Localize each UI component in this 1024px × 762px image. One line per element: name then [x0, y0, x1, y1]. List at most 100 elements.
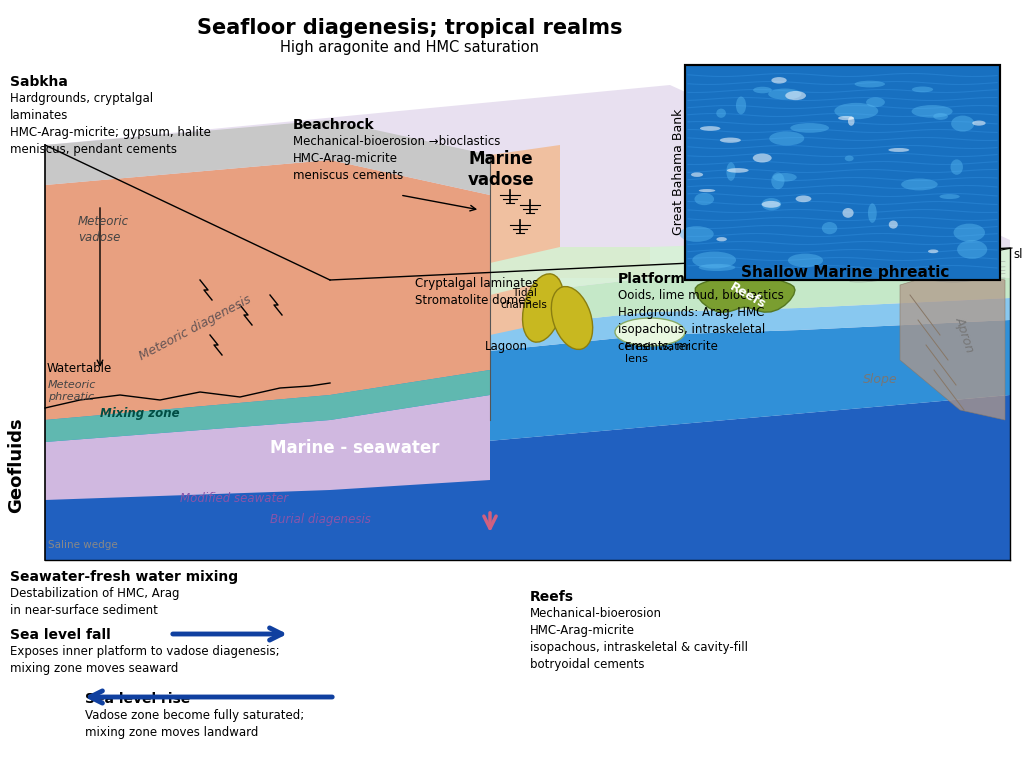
- Text: Reefs: Reefs: [530, 590, 574, 604]
- Ellipse shape: [522, 274, 563, 342]
- Ellipse shape: [796, 196, 811, 202]
- Text: Sea level rise: Sea level rise: [85, 692, 190, 706]
- Ellipse shape: [972, 120, 986, 126]
- Polygon shape: [45, 320, 1010, 480]
- Polygon shape: [45, 120, 490, 195]
- Text: Seawater-fresh water mixing: Seawater-fresh water mixing: [10, 570, 239, 584]
- Ellipse shape: [933, 113, 948, 120]
- Ellipse shape: [680, 226, 714, 242]
- Polygon shape: [45, 395, 490, 500]
- Ellipse shape: [911, 105, 952, 117]
- Polygon shape: [695, 257, 795, 312]
- Text: Exposes inner platform to vadose diagenesis;
mixing zone moves seaward: Exposes inner platform to vadose diagene…: [10, 645, 280, 675]
- Polygon shape: [330, 272, 1010, 342]
- Ellipse shape: [717, 237, 727, 242]
- Ellipse shape: [912, 87, 933, 92]
- Ellipse shape: [791, 123, 829, 133]
- Text: Cryptalgal laminates
Stromatolite domes: Cryptalgal laminates Stromatolite domes: [415, 277, 539, 307]
- Ellipse shape: [692, 251, 736, 268]
- Ellipse shape: [736, 97, 746, 114]
- Text: Shallow Marine phreatic: Shallow Marine phreatic: [740, 265, 949, 280]
- Text: High aragonite and HMC saturation: High aragonite and HMC saturation: [281, 40, 540, 55]
- Ellipse shape: [769, 131, 804, 146]
- Text: Apron: Apron: [953, 315, 977, 354]
- Text: Marine - seawater: Marine - seawater: [270, 439, 439, 457]
- Text: Meteoric
phreatic: Meteoric phreatic: [48, 380, 96, 402]
- Ellipse shape: [889, 220, 898, 229]
- Text: Watertable: Watertable: [47, 362, 113, 375]
- Text: Destabilization of HMC, Arag
in near-surface sediment: Destabilization of HMC, Arag in near-sur…: [10, 587, 179, 617]
- Polygon shape: [45, 370, 490, 442]
- Text: Hardgrounds, cryptalgal
laminates
HMC-Arag-micrite; gypsum, halite
meniscus, pen: Hardgrounds, cryptalgal laminates HMC-Ar…: [10, 92, 211, 156]
- Polygon shape: [45, 160, 490, 420]
- Ellipse shape: [835, 103, 879, 119]
- Ellipse shape: [700, 126, 721, 131]
- Text: Vadose zone become fully saturated;
mixing zone moves landward: Vadose zone become fully saturated; mixi…: [85, 709, 304, 739]
- Ellipse shape: [953, 223, 985, 242]
- Text: Meteoric
vadose: Meteoric vadose: [78, 215, 129, 244]
- Text: Platform: Platform: [618, 272, 686, 286]
- Ellipse shape: [787, 254, 823, 267]
- Text: Mixing zone: Mixing zone: [100, 406, 179, 420]
- Ellipse shape: [698, 264, 735, 271]
- Ellipse shape: [928, 249, 938, 253]
- Text: Ooids, lime mud, bioclastics
Hardgrounds: Arag, HMC
isopachous, intraskeletal
ce: Ooids, lime mud, bioclastics Hardgrounds…: [618, 289, 784, 353]
- Ellipse shape: [957, 240, 987, 259]
- Ellipse shape: [866, 98, 885, 107]
- Text: sl: sl: [1013, 248, 1023, 261]
- Text: Great Bahama Bank: Great Bahama Bank: [672, 109, 684, 235]
- Ellipse shape: [889, 148, 909, 152]
- Text: Tidal
channels: Tidal channels: [501, 288, 548, 309]
- Ellipse shape: [939, 194, 959, 199]
- Ellipse shape: [726, 162, 735, 181]
- Ellipse shape: [762, 201, 780, 208]
- Ellipse shape: [762, 198, 781, 210]
- Text: Lagoon: Lagoon: [485, 340, 528, 353]
- Ellipse shape: [845, 155, 854, 162]
- Text: Fresh water
lens: Fresh water lens: [625, 342, 690, 364]
- Ellipse shape: [615, 318, 685, 346]
- Ellipse shape: [838, 116, 854, 120]
- Polygon shape: [490, 247, 650, 295]
- Text: Modified seawater: Modified seawater: [180, 491, 288, 504]
- Polygon shape: [45, 395, 1010, 560]
- Text: Reefs: Reefs: [728, 280, 768, 312]
- Polygon shape: [330, 242, 1010, 312]
- Polygon shape: [45, 85, 1010, 560]
- Ellipse shape: [848, 117, 855, 126]
- Ellipse shape: [868, 203, 877, 223]
- Ellipse shape: [716, 109, 726, 118]
- Ellipse shape: [771, 172, 784, 189]
- Polygon shape: [900, 270, 1005, 420]
- Text: Beachrock: Beachrock: [293, 118, 375, 132]
- Text: Slope: Slope: [862, 373, 897, 386]
- Ellipse shape: [720, 138, 741, 142]
- Text: Marine
vadose: Marine vadose: [468, 150, 535, 189]
- Ellipse shape: [727, 168, 749, 173]
- Ellipse shape: [551, 287, 593, 350]
- Text: Sabkha: Sabkha: [10, 75, 68, 89]
- Text: Mechanical-bioerosion →bioclastics
HMC-Arag-micrite
meniscus cements: Mechanical-bioerosion →bioclastics HMC-A…: [293, 135, 501, 182]
- Ellipse shape: [753, 87, 772, 93]
- Text: Burial diagenesis: Burial diagenesis: [270, 514, 371, 527]
- Ellipse shape: [753, 153, 772, 162]
- Polygon shape: [45, 298, 1010, 415]
- Ellipse shape: [901, 178, 938, 190]
- Ellipse shape: [951, 116, 974, 132]
- Text: Seafloor diagenesis; tropical realms: Seafloor diagenesis; tropical realms: [198, 18, 623, 38]
- Ellipse shape: [854, 81, 885, 88]
- Text: Saline wedge: Saline wedge: [48, 540, 118, 550]
- FancyBboxPatch shape: [685, 65, 1000, 280]
- Text: Geofluids: Geofluids: [7, 417, 25, 513]
- Ellipse shape: [950, 159, 963, 174]
- Ellipse shape: [694, 193, 714, 205]
- Ellipse shape: [822, 222, 838, 234]
- Text: Mechanical-bioerosion
HMC-Arag-micrite
isopachous, intraskeletal & cavity-fill
b: Mechanical-bioerosion HMC-Arag-micrite i…: [530, 607, 748, 671]
- Ellipse shape: [768, 88, 802, 100]
- Ellipse shape: [843, 208, 854, 218]
- Text: Meteoric diagenesis: Meteoric diagenesis: [137, 293, 253, 363]
- Ellipse shape: [698, 189, 716, 192]
- Ellipse shape: [691, 172, 703, 177]
- Text: Sea level fall: Sea level fall: [10, 628, 111, 642]
- Polygon shape: [490, 145, 560, 335]
